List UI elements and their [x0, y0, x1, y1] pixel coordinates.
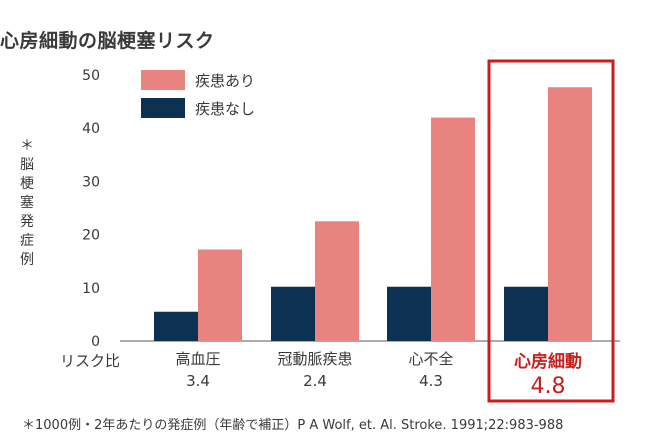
category-label: 心不全 [408, 350, 453, 368]
bar-without-condition [271, 286, 315, 341]
category-label: 冠動脈疾患 [277, 350, 352, 368]
risk-ratio-value: 4.8 [531, 374, 566, 399]
y-tick-label: 20 [82, 228, 100, 244]
y-axis-label-char: 梗 [20, 176, 34, 192]
risk-ratio-value: 2.4 [303, 372, 327, 390]
risk-ratio-value: 4.3 [419, 372, 443, 390]
risk-ratio-value: 3.4 [186, 372, 210, 390]
y-tick-label: 40 [82, 121, 100, 137]
bar-without-condition [387, 286, 431, 341]
ratio-label: リスク比 [60, 352, 120, 370]
y-axis-label-char: 例 [20, 252, 34, 268]
bars [154, 87, 592, 342]
y-axis-label-char: 脳 [20, 157, 34, 173]
y-axis-ticks: 0 10 20 30 40 50 [82, 68, 100, 350]
legend-swatch [141, 70, 185, 90]
bar-with-condition [548, 87, 592, 342]
bar-with-condition [198, 249, 242, 341]
category-label: 高血圧 [175, 350, 220, 368]
y-tick-label: 30 [82, 174, 100, 190]
legend-label: 疾患あり [195, 72, 255, 90]
bar-without-condition [154, 311, 198, 341]
y-axis-label-char: 症 [20, 233, 34, 249]
footnote: ＊1000例・2年あたりの発症例（年齢で補正）P A Wolf, et. Al.… [22, 418, 564, 433]
y-tick-label: 50 [82, 68, 100, 84]
y-tick-label: 10 [82, 281, 100, 297]
y-tick-label: 0 [91, 334, 100, 350]
category-label: 心房細動 [514, 351, 582, 372]
y-axis-label-char: 発 [20, 214, 34, 230]
highlight-frame [487, 59, 615, 403]
y-axis-label-char: ＊ [20, 138, 34, 154]
chart-title: 心房細動の脳梗塞リスク [0, 30, 215, 52]
legend-label: 疾患なし [195, 100, 255, 118]
legend-swatch [141, 98, 185, 118]
y-axis-label-char: 塞 [20, 194, 34, 211]
bar-without-condition [504, 286, 548, 341]
bar-with-condition [315, 221, 359, 341]
bar-with-condition [431, 117, 475, 341]
